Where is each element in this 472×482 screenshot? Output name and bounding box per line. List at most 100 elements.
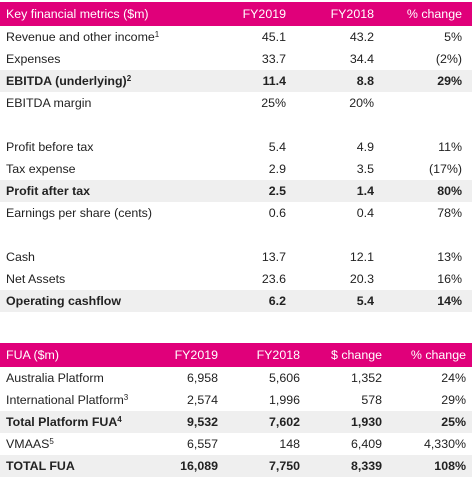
table-row-highlight: Profit after tax 2.5 1.4 80% [0, 180, 472, 202]
value-dollar-change: 578 [361, 393, 382, 407]
table-header: Key financial metrics ($m) FY2019 FY2018… [0, 2, 472, 26]
row-label: Tax expense [6, 162, 76, 176]
footnote-marker: 2 [126, 74, 132, 83]
table-row-highlight: Operating cashflow 6.2 5.4 14% [0, 290, 472, 312]
row-label: Expenses [6, 52, 61, 66]
table-row: International Platform3 2,574 1,996 578 … [0, 389, 472, 411]
row-label: EBITDA margin [6, 96, 92, 110]
value-fy2019: 5.4 [268, 140, 286, 154]
value-percent-change: 16% [437, 272, 462, 286]
value-fy2018: 12.1 [349, 250, 374, 264]
value-fy2019: 16,089 [180, 459, 218, 473]
value-percent-change: (2%) [435, 52, 462, 66]
table-row: VMAAS5 6,557 148 6,409 4,330% [0, 433, 472, 455]
value-percent-change: 108% [434, 459, 466, 473]
value-fy2019: 45.1 [261, 30, 286, 44]
row-label: International Platform [6, 393, 124, 407]
table-row: Profit before tax 5.4 4.9 11% [0, 136, 472, 158]
row-label: Total Platform FUA [6, 415, 118, 429]
value-percent-change: 29% [441, 393, 466, 407]
row-spacer [0, 114, 472, 136]
value-fy2018: 4.9 [356, 140, 374, 154]
value-fy2018: 20% [349, 96, 374, 110]
column-header-percent-change: % change [406, 7, 462, 21]
value-fy2019: 6,557 [186, 437, 218, 451]
row-label: VMAAS [6, 437, 50, 451]
value-fy2018: 5.4 [356, 294, 374, 308]
value-fy2018: 5,606 [268, 371, 300, 385]
value-fy2019: 2,574 [186, 393, 218, 407]
fua-table: FUA ($m) FY2019 FY2018 $ change % change… [0, 343, 472, 477]
table-header: FUA ($m) FY2019 FY2018 $ change % change [0, 343, 472, 367]
value-dollar-change: 8,339 [350, 459, 382, 473]
row-spacer [0, 224, 472, 246]
value-percent-change: 13% [437, 250, 462, 264]
value-dollar-change: 1,352 [350, 371, 382, 385]
value-fy2019: 9,532 [186, 415, 218, 429]
row-label: EBITDA (underlying) [6, 74, 127, 88]
footnote-marker: 4 [117, 415, 122, 424]
value-fy2018: 3.5 [356, 162, 374, 176]
value-fy2018: 7,602 [268, 415, 300, 429]
footnote-marker: 1 [154, 30, 160, 39]
column-header-metric: Key financial metrics ($m) [6, 7, 149, 21]
table-row: Earnings per share (cents) 0.6 0.4 78% [0, 202, 472, 224]
row-label: Cash [6, 250, 35, 264]
row-label: Operating cashflow [6, 294, 121, 308]
column-header-fy2018: FY2018 [330, 7, 374, 21]
row-label: Australia Platform [6, 371, 104, 385]
row-label: Revenue and other income [6, 30, 155, 44]
table-row: Net Assets 23.6 20.3 16% [0, 268, 472, 290]
column-header-fy2018: FY2018 [256, 348, 300, 362]
table-row-highlight: Total Platform FUA4 9,532 7,602 1,930 25… [0, 411, 472, 433]
table-row: Australia Platform 6,958 5,606 1,352 24% [0, 367, 472, 389]
value-fy2019: 2.5 [268, 184, 286, 198]
value-fy2018: 1,996 [268, 393, 300, 407]
footnote-marker: 3 [123, 393, 129, 402]
value-fy2018: 34.4 [349, 52, 374, 66]
value-fy2019: 25% [261, 96, 286, 110]
value-dollar-change: 1,930 [350, 415, 382, 429]
column-header-fua: FUA ($m) [6, 348, 60, 362]
row-label: Net Assets [6, 272, 66, 286]
table-row: Cash 13.7 12.1 13% [0, 246, 472, 268]
value-percent-change: 29% [437, 74, 462, 88]
value-percent-change: 80% [437, 184, 462, 198]
value-fy2018: 43.2 [349, 30, 374, 44]
value-fy2018: 148 [279, 437, 300, 451]
value-fy2019: 0.6 [268, 206, 286, 220]
value-percent-change: (17%) [428, 162, 462, 176]
value-fy2019: 6.2 [268, 294, 286, 308]
footnote-marker: 5 [49, 437, 54, 446]
column-header-dollar-change: $ change [331, 348, 382, 362]
value-percent-change: 4,330% [423, 437, 466, 451]
value-fy2019: 33.7 [261, 52, 286, 66]
value-fy2018: 1.4 [356, 184, 374, 198]
value-fy2019: 13.7 [261, 250, 286, 264]
column-header-percent-change: % change [410, 348, 466, 362]
value-fy2019: 11.4 [262, 74, 286, 88]
value-fy2018: 0.4 [356, 206, 374, 220]
table-row-total: TOTAL FUA 16,089 7,750 8,339 108% [0, 455, 472, 477]
value-percent-change: 25% [441, 415, 466, 429]
table-row: Expenses 33.7 34.4 (2%) [0, 48, 472, 70]
value-fy2018: 7,750 [268, 459, 300, 473]
table-row: Revenue and other income1 45.1 43.2 5% [0, 26, 472, 48]
column-header-fy2019: FY2019 [242, 7, 286, 21]
value-dollar-change: 6,409 [350, 437, 382, 451]
value-percent-change: 14% [437, 294, 462, 308]
value-percent-change: 11% [438, 140, 462, 154]
row-label: TOTAL FUA [6, 459, 75, 473]
value-fy2019: 2.9 [268, 162, 286, 176]
table-row: Tax expense 2.9 3.5 (17%) [0, 158, 472, 180]
row-label: Profit before tax [6, 140, 94, 154]
value-percent-change: 24% [441, 371, 466, 385]
value-percent-change: 78% [437, 206, 462, 220]
column-header-fy2019: FY2019 [174, 348, 218, 362]
value-fy2019: 6,958 [186, 371, 218, 385]
row-label: Earnings per share (cents) [6, 206, 153, 220]
value-percent-change: 5% [444, 30, 462, 44]
key-financial-metrics-table: Key financial metrics ($m) FY2019 FY2018… [0, 2, 472, 312]
value-fy2019: 23.6 [261, 272, 286, 286]
table-row-highlight: EBITDA (underlying)2 11.4 8.8 29% [0, 70, 472, 92]
